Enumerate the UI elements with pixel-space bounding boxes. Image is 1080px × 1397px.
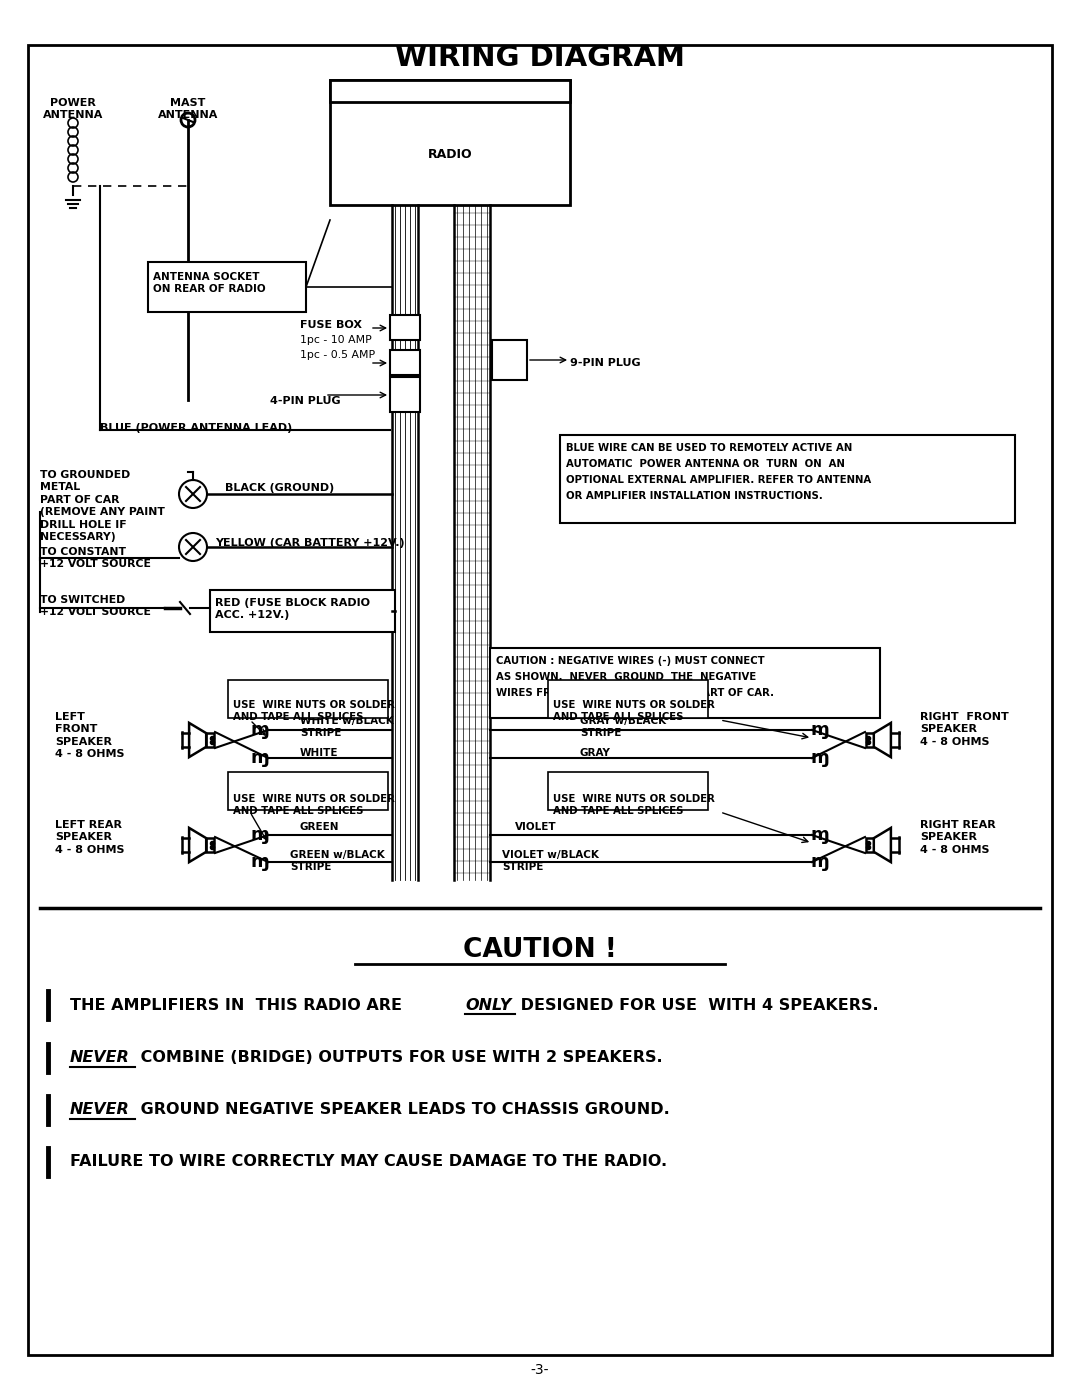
Bar <box>866 733 874 747</box>
Text: VIOLET w/BLACK
STRIPE: VIOLET w/BLACK STRIPE <box>502 849 599 872</box>
Text: NEVER: NEVER <box>70 1051 130 1066</box>
Text: AS SHOWN.  NEVER  GROUND  THE  NEGATIVE: AS SHOWN. NEVER GROUND THE NEGATIVE <box>496 672 756 682</box>
Text: ANTENNA SOCKET
ON REAR OF RADIO: ANTENNA SOCKET ON REAR OF RADIO <box>153 272 266 295</box>
Text: -3-: -3- <box>530 1363 550 1377</box>
Polygon shape <box>189 722 206 757</box>
Bar <box>390 351 420 374</box>
Text: TO CONSTANT
+12 VOLT SOURCE: TO CONSTANT +12 VOLT SOURCE <box>40 548 151 570</box>
Text: ɱ: ɱ <box>251 854 269 870</box>
Bar <box>228 680 388 718</box>
Bar <box>490 648 880 718</box>
Text: AUTOMATIC  POWER ANTENNA OR  TURN  ON  AN: AUTOMATIC POWER ANTENNA OR TURN ON AN <box>566 460 845 469</box>
Bar <box>866 838 874 852</box>
Bar <box>390 314 420 339</box>
Text: COMBINE (BRIDGE) OUTPUTS FOR USE WITH 2 SPEAKERS.: COMBINE (BRIDGE) OUTPUTS FOR USE WITH 2 … <box>135 1051 663 1066</box>
Text: WIRING DIAGRAM: WIRING DIAGRAM <box>395 43 685 73</box>
Text: 9-PIN PLUG: 9-PIN PLUG <box>570 358 640 367</box>
Text: USE  WIRE NUTS OR SOLDER
AND TAPE ALL SPLICES: USE WIRE NUTS OR SOLDER AND TAPE ALL SPL… <box>233 793 395 816</box>
Text: BLUE WIRE CAN BE USED TO REMOTELY ACTIVE AN: BLUE WIRE CAN BE USED TO REMOTELY ACTIVE… <box>566 443 852 453</box>
Text: ɱ: ɱ <box>251 749 269 767</box>
Text: GRAY: GRAY <box>580 747 611 759</box>
Text: THE AMPLIFIERS IN  THIS RADIO ARE: THE AMPLIFIERS IN THIS RADIO ARE <box>70 997 407 1013</box>
Text: MAST
ANTENNA: MAST ANTENNA <box>158 98 218 120</box>
Text: RIGHT  FRONT
SPEAKER
4 - 8 OHMS: RIGHT FRONT SPEAKER 4 - 8 OHMS <box>920 712 1009 747</box>
Text: GRAY w/BLACK
STRIPE: GRAY w/BLACK STRIPE <box>580 717 666 739</box>
Text: USE  WIRE NUTS OR SOLDER
AND TAPE ALL SPLICES: USE WIRE NUTS OR SOLDER AND TAPE ALL SPL… <box>553 700 715 722</box>
Text: VIOLET: VIOLET <box>515 821 556 833</box>
Text: FUSE BOX: FUSE BOX <box>300 320 362 330</box>
Text: WHITE w/BLACK
STRIPE: WHITE w/BLACK STRIPE <box>300 717 394 739</box>
Bar <box>548 773 708 810</box>
Text: ɱ: ɱ <box>811 826 829 844</box>
Text: RIGHT REAR
SPEAKER
4 - 8 OHMS: RIGHT REAR SPEAKER 4 - 8 OHMS <box>920 820 996 855</box>
Text: RED (FUSE BLOCK RADIO
ACC. +12V.): RED (FUSE BLOCK RADIO ACC. +12V.) <box>215 598 370 620</box>
Text: WHITE: WHITE <box>300 747 338 759</box>
Text: FAILURE TO WIRE CORRECTLY MAY CAUSE DAMAGE TO THE RADIO.: FAILURE TO WIRE CORRECTLY MAY CAUSE DAMA… <box>70 1154 667 1169</box>
Text: BLACK (GROUND): BLACK (GROUND) <box>225 483 334 493</box>
Text: USE  WIRE NUTS OR SOLDER
AND TAPE ALL SPLICES: USE WIRE NUTS OR SOLDER AND TAPE ALL SPL… <box>233 700 395 722</box>
Bar <box>210 590 395 631</box>
Text: USE  WIRE NUTS OR SOLDER
AND TAPE ALL SPLICES: USE WIRE NUTS OR SOLDER AND TAPE ALL SPL… <box>553 793 715 816</box>
Bar <box>228 773 388 810</box>
Text: GROUND NEGATIVE SPEAKER LEADS TO CHASSIS GROUND.: GROUND NEGATIVE SPEAKER LEADS TO CHASSIS… <box>135 1102 670 1118</box>
Text: OR AMPLIFIER INSTALLATION INSTRUCTIONS.: OR AMPLIFIER INSTALLATION INSTRUCTIONS. <box>566 490 823 502</box>
Text: 4-PIN PLUG: 4-PIN PLUG <box>270 395 340 407</box>
Bar <box>330 80 570 205</box>
Bar <box>206 838 214 852</box>
Text: WIRES FROM SPEAKERS TO METAL PART OF CAR.: WIRES FROM SPEAKERS TO METAL PART OF CAR… <box>496 687 774 698</box>
Bar <box>148 263 306 312</box>
Text: LEFT REAR
SPEAKER
4 - 8 OHMS: LEFT REAR SPEAKER 4 - 8 OHMS <box>55 820 124 855</box>
Text: GREEN: GREEN <box>300 821 339 833</box>
Text: DESIGNED FOR USE  WITH 4 SPEAKERS.: DESIGNED FOR USE WITH 4 SPEAKERS. <box>515 997 879 1013</box>
Text: ONLY: ONLY <box>465 997 511 1013</box>
Text: POWER
ANTENNA: POWER ANTENNA <box>43 98 104 120</box>
Text: CAUTION : NEGATIVE WIRES (-) MUST CONNECT: CAUTION : NEGATIVE WIRES (-) MUST CONNEC… <box>496 657 765 666</box>
Bar <box>390 377 420 412</box>
Text: TO GROUNDED
METAL
PART OF CAR
(REMOVE ANY PAINT
DRILL HOLE IF
NECESSARY): TO GROUNDED METAL PART OF CAR (REMOVE AN… <box>40 469 165 542</box>
Text: RADIO: RADIO <box>428 148 472 162</box>
Bar <box>330 80 570 102</box>
Text: LEFT
FRONT
SPEAKER
4 - 8 OHMS: LEFT FRONT SPEAKER 4 - 8 OHMS <box>55 712 124 759</box>
Text: 1pc - 0.5 AMP: 1pc - 0.5 AMP <box>300 351 375 360</box>
Bar <box>561 434 1015 522</box>
Text: ɱ: ɱ <box>251 721 269 739</box>
Text: 1pc - 10 AMP: 1pc - 10 AMP <box>300 335 372 345</box>
Polygon shape <box>874 722 891 757</box>
Bar <box>492 339 527 380</box>
Text: CAUTION !: CAUTION ! <box>463 937 617 963</box>
Text: OPTIONAL EXTERNAL AMPLIFIER. REFER TO ANTENNA: OPTIONAL EXTERNAL AMPLIFIER. REFER TO AN… <box>566 475 872 485</box>
Text: ɱ: ɱ <box>811 721 829 739</box>
Bar <box>206 733 214 747</box>
Text: YELLOW (CAR BATTERY +12V.): YELLOW (CAR BATTERY +12V.) <box>215 538 405 548</box>
Bar <box>548 680 708 718</box>
Text: BLUE (POWER ANTENNA LEAD): BLUE (POWER ANTENNA LEAD) <box>100 423 293 433</box>
Polygon shape <box>874 828 891 862</box>
Polygon shape <box>189 828 206 862</box>
Text: GREEN w/BLACK
STRIPE: GREEN w/BLACK STRIPE <box>291 849 384 872</box>
Text: ɱ: ɱ <box>811 749 829 767</box>
Text: NEVER: NEVER <box>70 1102 130 1118</box>
Text: ɱ: ɱ <box>251 826 269 844</box>
Text: ɱ: ɱ <box>811 854 829 870</box>
Text: TO SWITCHED
+12 VOLT SOURCE: TO SWITCHED +12 VOLT SOURCE <box>40 595 151 617</box>
